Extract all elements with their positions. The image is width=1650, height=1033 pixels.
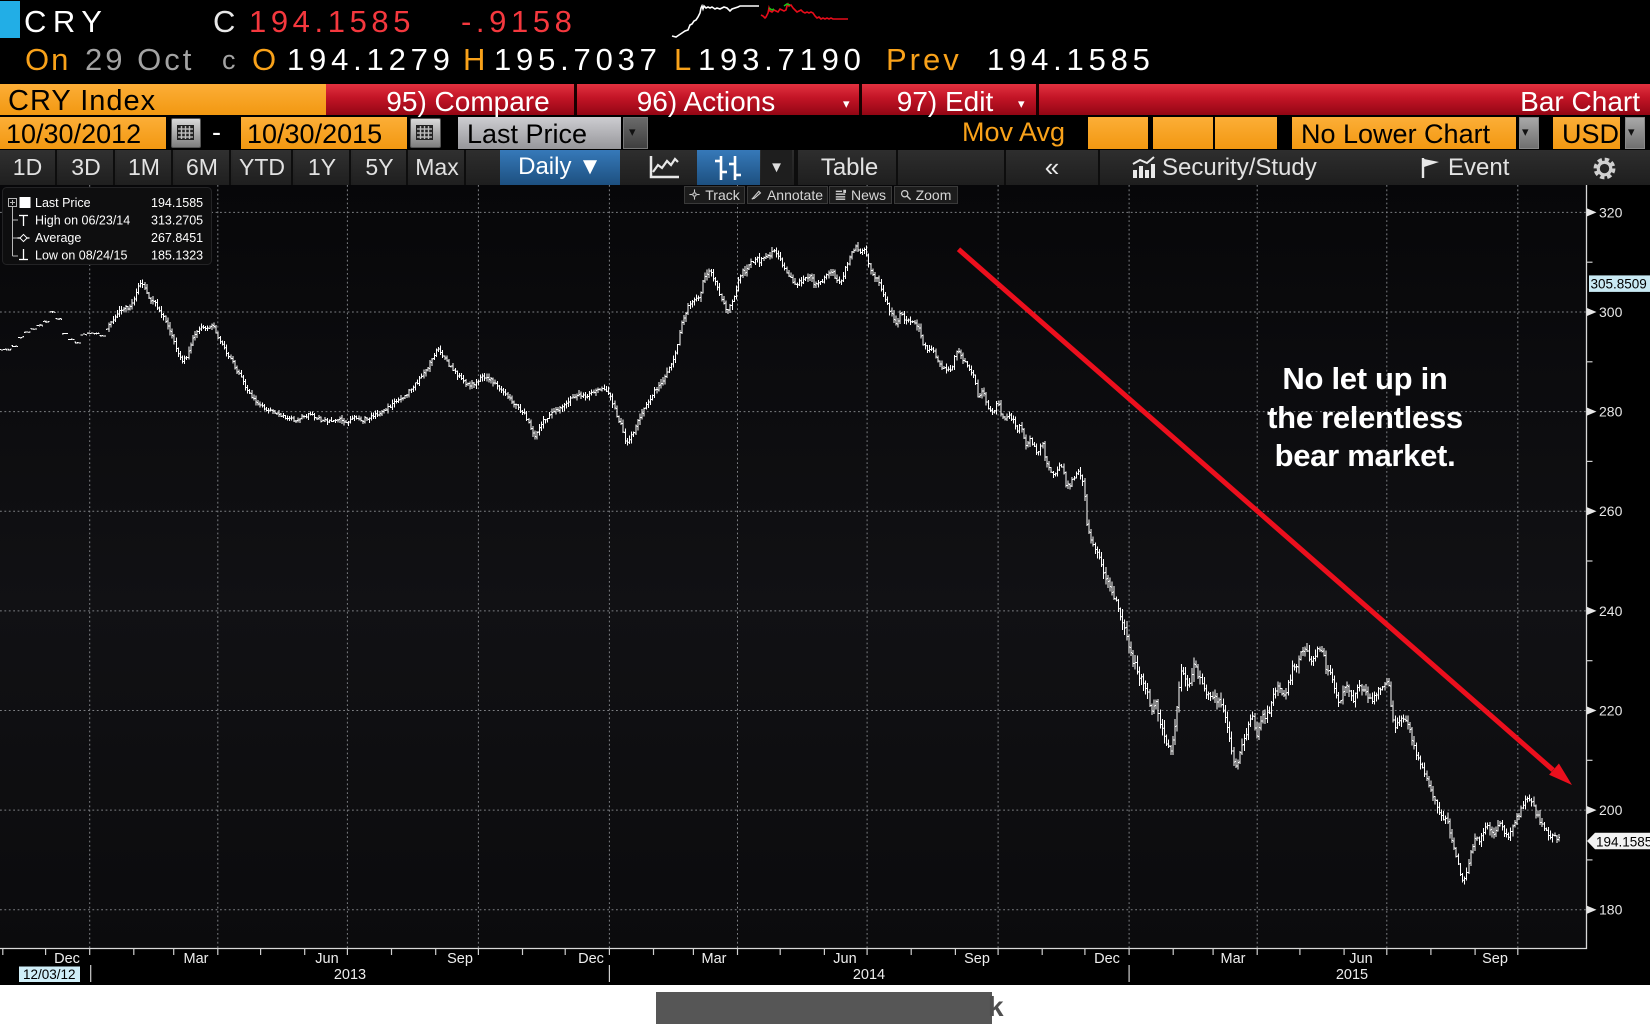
svg-text:185.1323: 185.1323 <box>151 249 203 263</box>
svg-text:2013: 2013 <box>334 967 366 983</box>
svg-text:Jun: Jun <box>315 951 338 967</box>
svg-text:Dec: Dec <box>1094 951 1120 967</box>
svg-text:267.8451: 267.8451 <box>151 231 203 245</box>
svg-text:200: 200 <box>1599 802 1623 818</box>
svg-text:300: 300 <box>1599 304 1623 320</box>
svg-text:Average: Average <box>35 231 81 245</box>
svg-text:305.8509: 305.8509 <box>1591 277 1647 292</box>
svg-text:High on 06/23/14: High on 06/23/14 <box>35 214 130 228</box>
svg-text:Mar: Mar <box>1221 951 1246 967</box>
svg-text:280: 280 <box>1599 404 1623 420</box>
svg-text:220: 220 <box>1599 703 1623 719</box>
svg-text:320: 320 <box>1599 204 1623 220</box>
svg-text:180: 180 <box>1599 902 1623 918</box>
svg-text:240: 240 <box>1599 603 1623 619</box>
svg-text:194.1585: 194.1585 <box>1596 835 1650 850</box>
svg-text:Low on 08/24/15: Low on 08/24/15 <box>35 249 127 263</box>
svg-text:Last Price: Last Price <box>35 196 91 210</box>
svg-text:2015: 2015 <box>1336 967 1368 983</box>
svg-text:Jun: Jun <box>833 951 856 967</box>
svg-text:Sep: Sep <box>447 951 473 967</box>
svg-text:Jun: Jun <box>1349 951 1372 967</box>
svg-text:Mar: Mar <box>184 951 209 967</box>
svg-text:2014: 2014 <box>853 967 885 983</box>
svg-text:Dec: Dec <box>578 951 604 967</box>
svg-text:Sep: Sep <box>1482 951 1508 967</box>
svg-text:Dec: Dec <box>54 951 80 967</box>
svg-text:12/03/12: 12/03/12 <box>23 967 76 982</box>
svg-text:Mar: Mar <box>702 951 727 967</box>
svg-text:Sep: Sep <box>964 951 990 967</box>
svg-text:260: 260 <box>1599 503 1623 519</box>
svg-text:194.1585: 194.1585 <box>151 196 203 210</box>
svg-text:313.2705: 313.2705 <box>151 214 203 228</box>
